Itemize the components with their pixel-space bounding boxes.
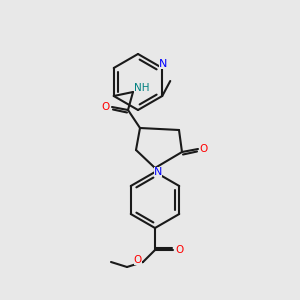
Text: NH: NH — [134, 83, 150, 93]
Text: N: N — [159, 59, 167, 69]
Text: O: O — [175, 245, 183, 255]
Text: N: N — [154, 167, 162, 177]
Text: O: O — [101, 102, 109, 112]
Text: O: O — [200, 144, 208, 154]
Text: O: O — [134, 255, 142, 265]
